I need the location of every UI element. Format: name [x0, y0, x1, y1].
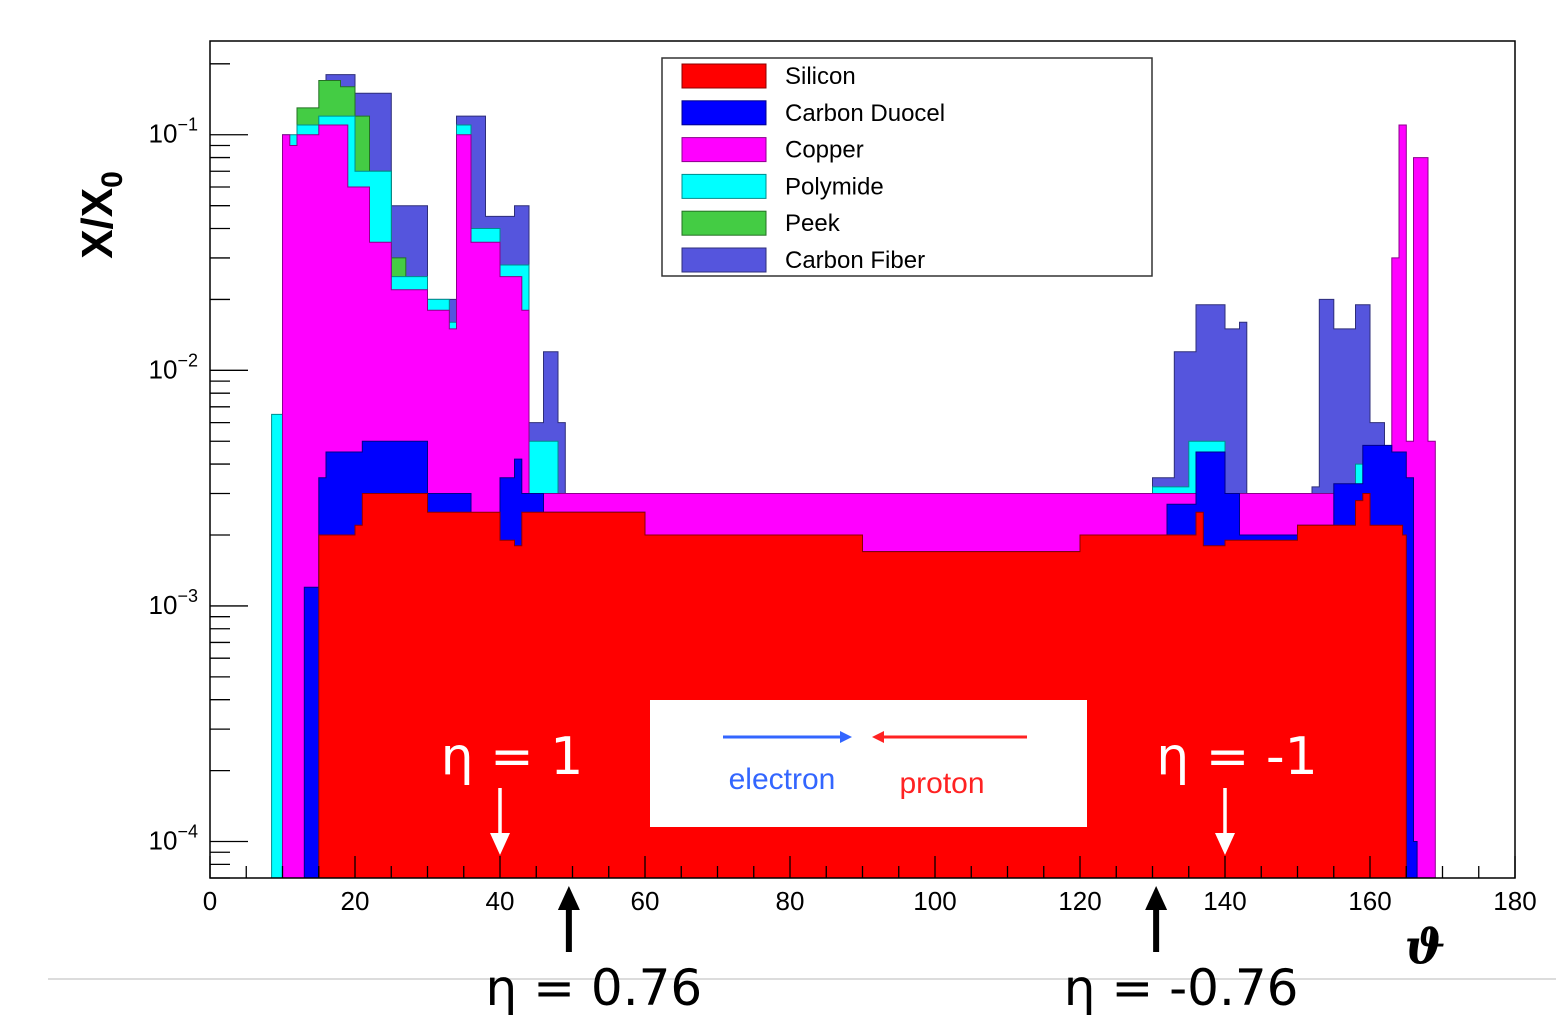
series-layer — [271, 74, 1436, 879]
eta-pos076-label: η = 0.76 — [486, 959, 703, 1015]
eta-neg1-label: η = -1 — [1156, 727, 1317, 787]
legend-swatch — [681, 210, 767, 236]
arrow-head — [557, 886, 580, 910]
eta-bottom-annotations: η = 0.76 η = -0.76 — [486, 886, 1299, 1015]
legend-box — [661, 57, 1153, 277]
legend-label: Silicon — [785, 63, 856, 90]
eta-neg1-arrow — [1215, 788, 1235, 855]
proton-label: proton — [899, 767, 984, 800]
legend-swatch — [681, 247, 767, 273]
eta-pos1-arrow — [490, 788, 510, 855]
eta-neg076-label: η = -0.76 — [1064, 959, 1299, 1015]
legend-label: Copper — [785, 137, 864, 164]
beam-direction-box: electron proton — [650, 700, 1087, 827]
legend-swatch — [681, 137, 767, 163]
x-tick-label: 0 — [203, 886, 217, 916]
y-axis: 10−1 10−2 10−3 10−4 — [149, 63, 248, 879]
x-axis-label: ϑ — [1405, 919, 1446, 975]
legend-label: Carbon Fiber — [785, 247, 925, 274]
y-tick-label: 10−4 — [149, 822, 198, 856]
legend-label: Carbon Duocel — [785, 100, 945, 127]
electron-arrow-head — [840, 731, 852, 743]
x-tick-label: 140 — [1203, 886, 1246, 916]
legend-label: Polymide — [785, 173, 884, 200]
x-tick-label: 60 — [631, 886, 660, 916]
proton-arrow-head — [872, 731, 884, 743]
x-tick-label: 40 — [486, 886, 515, 916]
y-axis-label: X/X0 — [73, 171, 129, 259]
legend-swatch — [681, 173, 767, 199]
y-tick-label: 10−2 — [149, 350, 198, 384]
legend-label: Peek — [785, 210, 841, 237]
series-silicon — [271, 493, 1407, 879]
x-tick-label: 160 — [1348, 886, 1391, 916]
legend: Silicon Carbon Duocel Copper Polymide Peek Ca… — [661, 57, 1153, 277]
eta-neg076-arrow — [1145, 886, 1168, 952]
legend-swatch — [681, 63, 767, 89]
x-axis: 0 20 40 60 80 100 120 140 160 180 — [203, 856, 1537, 916]
x-tick-label: 100 — [913, 886, 956, 916]
arrow-head — [1215, 833, 1235, 855]
y-axis-label-sub: 0 — [96, 171, 129, 188]
x-tick-label: 120 — [1058, 886, 1101, 916]
eta-pos076-arrow — [557, 886, 580, 952]
arrow-head — [1145, 886, 1168, 910]
x-tick-label: 180 — [1493, 886, 1536, 916]
eta-pos1-label: η = 1 — [441, 727, 584, 787]
y-tick-label: 10−1 — [149, 115, 198, 149]
x-tick-label: 20 — [341, 886, 370, 916]
y-axis-label-main: X/X — [73, 188, 122, 259]
electron-label: electron — [729, 763, 836, 796]
beam-box-background — [650, 700, 1087, 827]
eta-annotations: η = 1 η = -1 — [441, 727, 1318, 855]
legend-swatch — [681, 100, 767, 126]
y-tick-label: 10−3 — [149, 586, 198, 620]
x-tick-label: 80 — [776, 886, 805, 916]
arrow-head — [490, 833, 510, 855]
